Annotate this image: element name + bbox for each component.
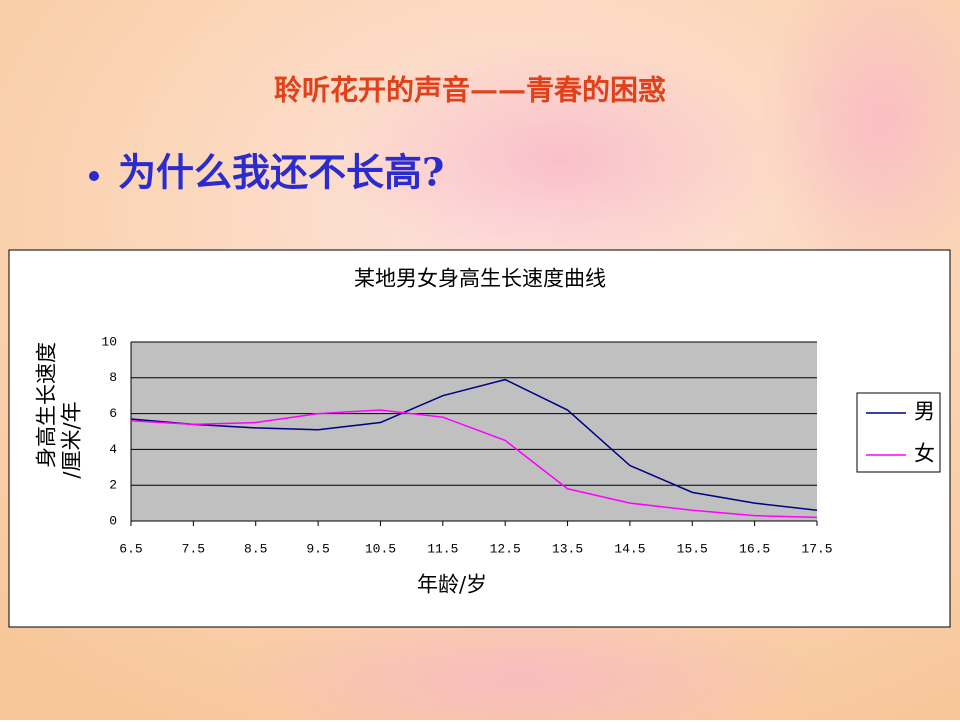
y-tick-label: 8: [109, 370, 117, 385]
x-axis-label: 年龄/岁: [417, 573, 487, 597]
flower-petal: [340, 40, 780, 280]
x-tick-label: 8.5: [244, 541, 267, 556]
bullet-text: 为什么我还不长高?: [118, 150, 444, 195]
y-tick-label: 2: [109, 478, 117, 493]
legend: [856, 392, 941, 473]
legend-label: 男: [914, 400, 935, 424]
series-line: [130, 409, 818, 519]
y-tick-label: 6: [109, 406, 117, 421]
x-tick-label: 9.5: [306, 541, 329, 556]
flower-petal: [760, 0, 960, 280]
x-tick-label: 15.5: [677, 541, 708, 556]
x-tick-label: 17.5: [801, 541, 832, 556]
chart-title: 某地男女身高生长速度曲线: [354, 267, 606, 291]
y-tick-label: 4: [109, 442, 117, 457]
x-tick-label: 12.5: [490, 541, 521, 556]
x-tick-label: 13.5: [552, 541, 583, 556]
x-tick-label: 6.5: [119, 541, 142, 556]
chart: 某地男女身高生长速度曲线 身高生长速度 /厘米/年 年龄/岁: [8, 249, 951, 628]
series-line: [130, 378, 818, 512]
plot-area: [131, 342, 817, 521]
x-tick-label: 7.5: [182, 541, 205, 556]
bullet-dot: [89, 171, 99, 181]
y-tick-label: 0: [109, 513, 117, 528]
y-axis-label: 身高生长速度: [35, 342, 59, 468]
x-tick-label: 10.5: [365, 541, 396, 556]
y-axis-label: /厘米/年: [60, 401, 84, 478]
y-tick-label: 10: [101, 334, 117, 349]
legend-label: 女: [914, 442, 935, 466]
flower-petal: [220, 600, 820, 724]
slide-title: 聆听花开的声音——青春的困惑: [274, 74, 666, 107]
x-tick-label: 11.5: [427, 541, 458, 556]
x-tick-label: 14.5: [614, 541, 645, 556]
x-tick-label: 16.5: [739, 541, 770, 556]
